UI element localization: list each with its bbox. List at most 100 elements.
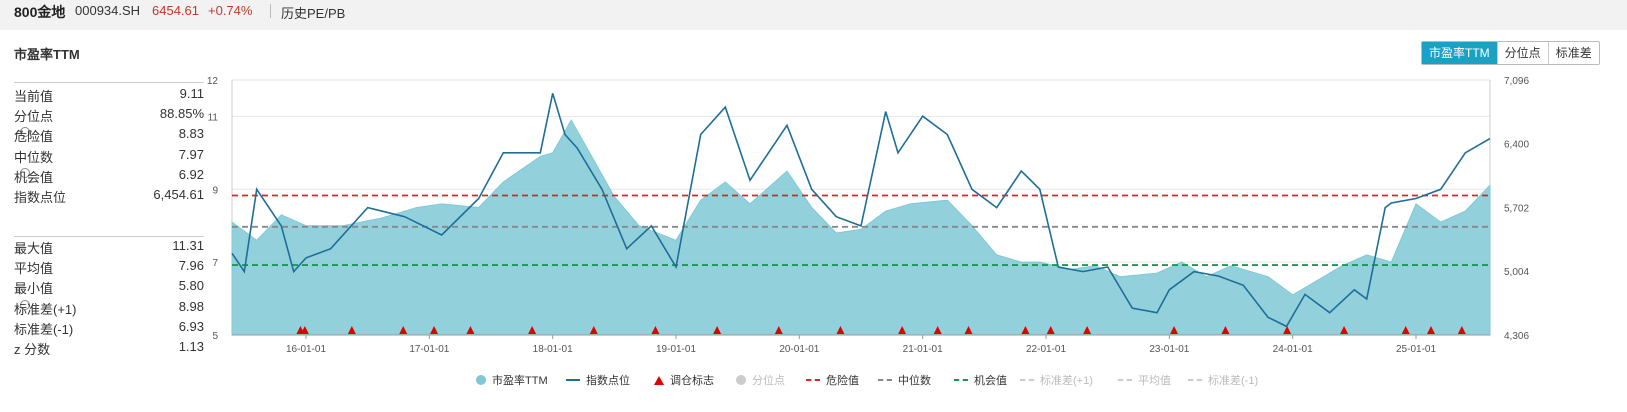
stat-label: 最大值: [14, 241, 54, 256]
index-line: [231, 93, 1491, 328]
stat-label: 指数点位: [14, 189, 67, 205]
legend-item[interactable]: 危险值: [806, 372, 859, 388]
rebalance-marker: [300, 326, 309, 334]
legend-label: 平均值: [1138, 375, 1171, 387]
x-tick-label: 16-01-01: [286, 344, 326, 355]
stat-row: 标准差(+1) 8.98: [14, 297, 204, 317]
legend-label: 中位数: [898, 375, 931, 387]
tab-percentile[interactable]: 分位点: [1496, 42, 1548, 64]
stat-label: 机会值: [14, 169, 54, 185]
y-left-tick-label: 5: [212, 331, 218, 342]
x-tick-label: 25-01-01: [1396, 344, 1436, 355]
index-code: 000934.SH: [75, 3, 141, 18]
chart-legend: 市盈率TTM 指数点位 调仓标志 分位点 危险值 中位数 机会值 标准差(+1) 平均值 标准差(…: [0, 370, 1627, 390]
x-tick-label: 18-01-01: [533, 344, 573, 355]
rebalance-marker: [1021, 326, 1030, 334]
stat-label: 标准差(-1): [14, 321, 74, 337]
legend-item[interactable]: 平均值: [1118, 372, 1171, 388]
tab-pe-ttm[interactable]: 市盈率TTM: [1422, 42, 1497, 64]
dash-marker-icon: [954, 379, 968, 381]
stat-row: 当前值 9.11: [14, 84, 204, 104]
stat-row: 中位数 7.97: [14, 145, 204, 165]
stat-value: 7.97: [178, 146, 204, 162]
legend-label: 调仓标志: [670, 375, 714, 387]
legend-item[interactable]: 标准差(-1): [1188, 372, 1258, 388]
rebalance-marker: [964, 326, 973, 334]
triangle-marker-icon: [654, 375, 664, 385]
y-right-tick-label: 7,096: [1504, 76, 1529, 87]
legend-item[interactable]: 指数点位: [566, 372, 630, 388]
history-pe-pb-link[interactable]: 历史PE/PB: [281, 6, 346, 21]
rebalance-marker: [713, 326, 722, 334]
legend-item[interactable]: 标准差(+1): [1020, 372, 1093, 388]
legend-item[interactable]: 市盈率TTM: [476, 372, 548, 388]
legend-item[interactable]: 中位数: [878, 372, 931, 388]
x-tick-label: 23-01-01: [1149, 344, 1189, 355]
rebalance-marker: [1340, 326, 1349, 334]
legend-label: 分位点: [752, 375, 785, 387]
rebalance-marker: [836, 326, 845, 334]
rebalance-marker: [1427, 326, 1436, 334]
gear-icon[interactable]: [20, 299, 30, 310]
stat-value: 1.13: [178, 338, 204, 354]
top-bar: 800金地 000934.SH 6454.61 +0.74% 历史PE/PB: [0, 0, 1627, 22]
dash-marker-icon: [878, 379, 892, 381]
gear-icon[interactable]: [20, 167, 30, 178]
stat-row: 分位点 88.85%: [14, 104, 204, 124]
stat-value: 9.11: [179, 86, 204, 101]
stat-value: 5.80: [178, 278, 204, 294]
line-marker-icon: [566, 379, 580, 381]
tab-std-dev[interactable]: 标准差: [1547, 42, 1599, 64]
stat-value: 7.96: [178, 258, 204, 274]
stat-value: 88.85%: [159, 106, 204, 122]
legend-item[interactable]: 分位点: [736, 372, 785, 388]
rebalance-marker: [1401, 326, 1410, 334]
stat-value: 6.93: [178, 318, 204, 334]
stat-value: 6,454.61: [153, 186, 204, 202]
rebalance-marker: [528, 326, 537, 334]
stat-row: 标准差(-1) 6.93: [14, 317, 204, 337]
legend-label: 标准差(-1): [1208, 375, 1259, 387]
rebalance-marker: [1170, 326, 1179, 334]
divider: [14, 82, 204, 83]
stat-label: z 分数: [14, 341, 51, 357]
divider: [270, 4, 271, 18]
legend-item[interactable]: 机会值: [954, 372, 1007, 388]
gear-icon[interactable]: [20, 127, 30, 138]
y-left-tick-label: 7: [212, 258, 218, 269]
stat-label: 危险值: [14, 129, 54, 145]
x-tick-label: 22-01-01: [1026, 344, 1066, 355]
rebalance-marker: [651, 326, 660, 334]
rebalance-marker: [1083, 326, 1092, 334]
stat-label: 标准差(+1): [14, 301, 77, 317]
metric-tabs: 市盈率TTM 分位点 标准差: [1421, 41, 1600, 65]
rebalance-marker: [399, 326, 408, 334]
x-tick-label: 24-01-01: [1273, 344, 1313, 355]
stat-value: 11.31: [172, 238, 204, 253]
stat-row: z 分数 1.13: [14, 337, 204, 357]
rebalance-marker: [1046, 326, 1055, 334]
stat-row: 最小值 5.80: [14, 276, 204, 296]
y-right-tick-label: 4,306: [1504, 331, 1529, 342]
pe-ttm-area: [231, 119, 1491, 336]
index-name: 800金地: [14, 4, 66, 20]
legend-label: 标准差(+1): [1040, 375, 1093, 387]
rebalance-marker: [1221, 326, 1230, 334]
legend-label: 机会值: [974, 375, 1007, 387]
stat-row: 平均值 7.96: [14, 256, 204, 276]
legend-label: 危险值: [826, 375, 859, 387]
index-change: +0.74%: [208, 3, 253, 18]
x-tick-label: 21-01-01: [903, 344, 943, 355]
stats-current: 当前值 9.11 分位点 88.85% 危险值 8.83 中位数 7.97 机会值 6.92 指数点…: [14, 84, 204, 205]
legend-item[interactable]: 调仓标志: [654, 372, 714, 388]
stat-row: 最大值 11.31: [14, 236, 204, 256]
y-left-tick-label: 11: [208, 112, 219, 123]
rebalance-marker: [1457, 326, 1466, 334]
circle-marker-icon: [476, 375, 486, 385]
x-tick-label: 19-01-01: [656, 344, 696, 355]
rebalance-marker: [774, 326, 783, 334]
rebalance-marker: [466, 326, 475, 334]
panel-title: 市盈率TTM: [14, 47, 80, 62]
dash-marker-icon: [1118, 379, 1132, 381]
